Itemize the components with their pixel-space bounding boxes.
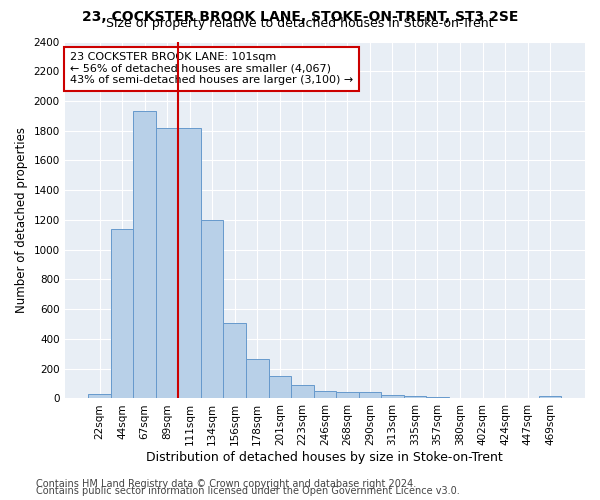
- Bar: [111, 229, 133, 398]
- Bar: [359, 392, 381, 398]
- Text: Size of property relative to detached houses in Stoke-on-Trent: Size of property relative to detached ho…: [106, 18, 494, 30]
- Y-axis label: Number of detached properties: Number of detached properties: [15, 127, 28, 313]
- Bar: [426, 397, 449, 398]
- Bar: [269, 376, 291, 398]
- Bar: [381, 394, 404, 398]
- Bar: [133, 112, 156, 399]
- Text: 23 COCKSTER BROOK LANE: 101sqm
← 56% of detached houses are smaller (4,067)
43% : 23 COCKSTER BROOK LANE: 101sqm ← 56% of …: [70, 52, 353, 86]
- Bar: [156, 128, 178, 398]
- Bar: [336, 392, 359, 398]
- Bar: [88, 394, 111, 398]
- Text: Contains HM Land Registry data © Crown copyright and database right 2024.: Contains HM Land Registry data © Crown c…: [36, 479, 416, 489]
- Bar: [404, 396, 426, 398]
- X-axis label: Distribution of detached houses by size in Stoke-on-Trent: Distribution of detached houses by size …: [146, 451, 503, 464]
- Bar: [291, 385, 314, 398]
- Bar: [246, 359, 269, 399]
- Bar: [539, 396, 562, 398]
- Bar: [178, 128, 201, 398]
- Bar: [201, 220, 223, 398]
- Bar: [223, 322, 246, 398]
- Text: Contains public sector information licensed under the Open Government Licence v3: Contains public sector information licen…: [36, 486, 460, 496]
- Bar: [314, 391, 336, 398]
- Text: 23, COCKSTER BROOK LANE, STOKE-ON-TRENT, ST3 2SE: 23, COCKSTER BROOK LANE, STOKE-ON-TRENT,…: [82, 10, 518, 24]
